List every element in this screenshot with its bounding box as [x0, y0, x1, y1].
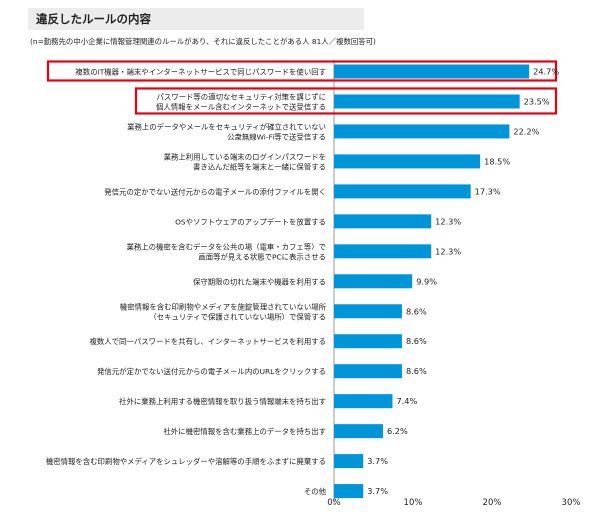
bar-10 — [334, 364, 402, 379]
value-label-10: 8.6% — [406, 366, 427, 376]
category-label-1-line-0: パスワード等の適切なセキュリティ対策を講じずに — [156, 92, 326, 101]
bar-4 — [334, 184, 471, 199]
category-label-0: 複数のIT機器・端末やインターネットサービスで同じパスワードを使い回す — [75, 68, 326, 77]
category-label-6-line-1: 画面等が見える状態でPCに表示させる — [198, 252, 326, 261]
category-label-10: 発信元が定かでない送付元からの電子メール内のURLをクリックする — [97, 367, 326, 376]
chart-note: (n=勤務先の中小企業に情報管理関連のルールがあり、それに違反したことがある人 … — [30, 37, 376, 46]
category-label-12: 社外に機密情報を含む業務上のデータを持ち出す — [163, 427, 326, 436]
chart-title: 違反したルールの内容 — [36, 12, 151, 26]
category-label-3-line-1: 書き込んだ紙等を端末と一緒に保管する — [193, 162, 326, 171]
value-label-12: 6.2% — [387, 426, 408, 436]
highlight-frame-0 — [46, 60, 558, 82]
category-label-1-line-1: 個人情報をメール含むインターネットで送受信する — [156, 102, 326, 111]
category-label-5: OSやソフトウェアのアップデートを放置する — [175, 217, 326, 226]
value-label-11: 7.4% — [396, 396, 417, 406]
category-label-13: 機密情報を含む印刷物やメディアをシュレッダーや溶解等の手順をふまずに廃棄する — [46, 457, 326, 466]
x-tick-label-0: 0% — [327, 498, 341, 508]
bar-3 — [334, 154, 481, 169]
category-label-8-line-1: （セキュリティで保護されていない場所）で保管する — [149, 312, 326, 321]
bar-0 — [334, 64, 530, 79]
bar-12 — [334, 424, 383, 439]
value-label-0: 24.7% — [533, 67, 559, 77]
category-label-4: 発信元の定かでない送付元からの電子メールの添付ファイルを開く — [104, 187, 326, 196]
value-label-6: 12.3% — [435, 246, 461, 256]
bar-6 — [334, 244, 432, 259]
category-label-8-line-0: 機密情報を含む印刷物やメディアを施錠管理されていない場所 — [120, 302, 327, 311]
title-bar: 違反したルールの内容 — [28, 8, 364, 30]
highlight-frame-1 — [134, 87, 558, 115]
x-tick-label-2: 20% — [483, 498, 502, 508]
bar-11 — [334, 394, 393, 409]
value-label-7: 9.9% — [416, 276, 437, 286]
value-label-2: 22.2% — [513, 126, 539, 136]
bar-1 — [334, 94, 520, 109]
value-label-14: 3.7% — [367, 486, 388, 496]
bar-7 — [334, 274, 413, 289]
category-label-7: 保守期限の切れた端末や機器を利用する — [193, 277, 326, 286]
bar-5 — [334, 214, 432, 229]
bar-9 — [334, 334, 402, 349]
category-label-14: その他 — [304, 487, 327, 496]
value-label-13: 3.7% — [367, 456, 388, 466]
bar-2 — [334, 124, 510, 139]
category-label-6-line-0: 業務上の機密を含むデータを公共の場（電車・カフェ等）で — [126, 242, 326, 251]
bar-13 — [334, 454, 364, 469]
category-label-9: 複数人で同一パスワードを共有し、インターネットサービスを利用する — [89, 337, 326, 346]
category-label-11: 社外に業務上利用する機密情報を取り扱う情報端末を持ち出す — [119, 397, 326, 406]
x-tick-label-3: 30% — [562, 498, 581, 508]
value-label-1: 23.5% — [524, 96, 550, 106]
x-tick-label-1: 10% — [404, 498, 423, 508]
bar-8 — [334, 304, 402, 319]
value-label-5: 12.3% — [435, 216, 461, 226]
value-label-8: 8.6% — [406, 306, 427, 316]
bar-14 — [334, 484, 364, 499]
category-label-2-line-0: 業務上のデータやメールをセキュリティが確立されていない — [127, 122, 326, 131]
category-label-2-line-1: 公衆無線Wi-Fi等で送受信する — [227, 132, 326, 141]
value-label-4: 17.3% — [475, 186, 501, 196]
value-label-3: 18.5% — [484, 156, 510, 166]
category-label-3-line-0: 業務上利用している端末のログインパスワードを — [164, 152, 326, 161]
value-label-9: 8.6% — [406, 336, 427, 346]
